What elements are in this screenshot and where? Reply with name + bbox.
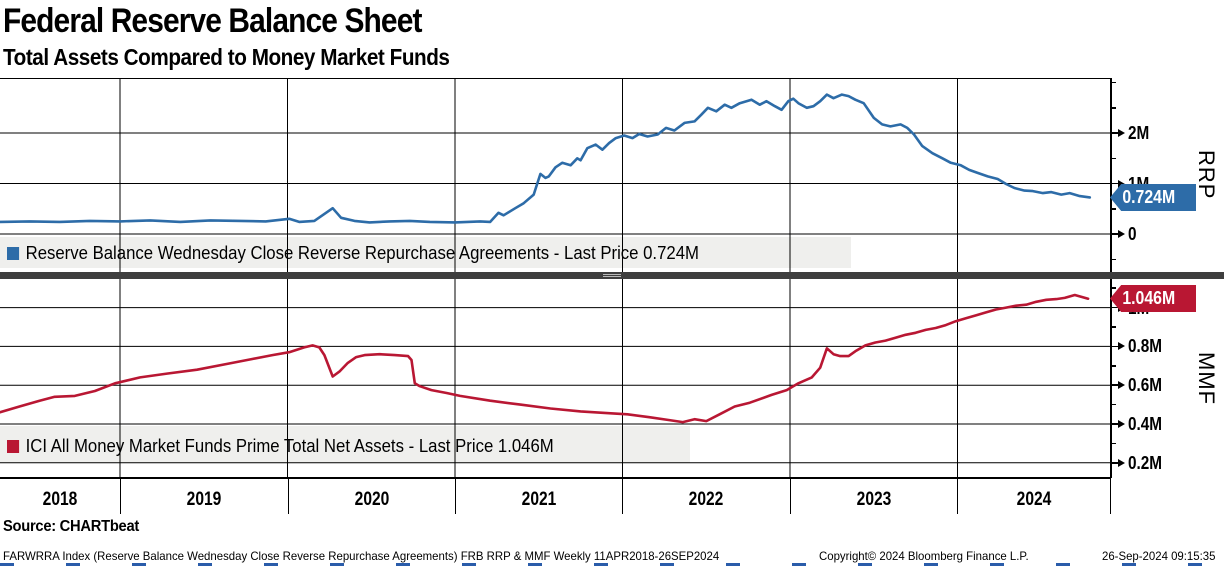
- rrp-legend-swatch: [7, 246, 20, 260]
- axis-tick-arrow-icon: [1118, 230, 1125, 238]
- rrp-last-price-value: 0.724M: [1122, 187, 1176, 207]
- mmf-last-price-value: 1.046M: [1122, 288, 1176, 308]
- axis-tick-minor: [1110, 81, 1116, 84]
- mmf-panel-plot: [0, 279, 1110, 478]
- axis-tick-arrow-icon: [1118, 381, 1125, 390]
- axis-tick-arrow-icon: [1118, 458, 1125, 467]
- meta-index-description: FARWRRA Index (Reserve Balance Wednesday…: [3, 549, 720, 563]
- plot-top-border: [0, 78, 1111, 79]
- axis-tick-label: 0.6M: [1128, 375, 1163, 396]
- mmf-legend-label: ICI All Money Market Funds Prime Total N…: [25, 435, 554, 456]
- axis-tick-major: [1110, 384, 1118, 386]
- x-axis-year-label: 2019: [186, 489, 222, 510]
- rrp-series-line: [0, 93, 1092, 224]
- axis-tick-minor: [1110, 107, 1116, 109]
- x-axis-year-label: 2018: [42, 489, 78, 510]
- axis-tick-major: [1110, 233, 1118, 235]
- x-axis-separator: [288, 478, 289, 514]
- x-axis-separator: [790, 478, 791, 514]
- rrp-legend: Reserve Balance Wednesday Close Reverse …: [7, 240, 699, 266]
- axis-tick-major: [1110, 423, 1118, 425]
- axis-tick-arrow-icon: [1118, 342, 1125, 351]
- axis-tick-major: [1110, 132, 1118, 134]
- axis-tick-arrow-icon: [1118, 179, 1125, 188]
- mmf-axis-title: MMF: [1194, 351, 1219, 406]
- page-subtitle: Total Assets Compared to Money Market Fu…: [3, 44, 450, 70]
- axis-tick-minor: [1110, 258, 1116, 260]
- axis-tick-label: 2M: [1128, 123, 1150, 143]
- axis-tick-minor: [1110, 365, 1116, 367]
- x-axis-separator: [455, 478, 456, 514]
- axis-tick-minor: [1110, 442, 1116, 445]
- x-axis-year-label: 2024: [1016, 489, 1051, 510]
- axis-tick-major: [1110, 462, 1118, 464]
- mmf-last-price-badge: 1.046M: [1110, 285, 1196, 312]
- axis-tick-arrow-icon: [1118, 129, 1125, 137]
- rrp-last-price-badge: 0.724M: [1110, 184, 1196, 211]
- rrp-panel-plot: [0, 79, 1110, 272]
- x-axis-separator: [957, 478, 958, 514]
- x-axis-separator: [622, 478, 623, 514]
- axis-tick-label: 0.4M: [1128, 414, 1163, 434]
- page-title: Federal Reserve Balance Sheet: [3, 2, 422, 40]
- axis-tick-label: 0.8M: [1128, 336, 1163, 357]
- rrp-legend-band: [0, 237, 851, 268]
- axis-tick-arrow-icon: [1118, 420, 1125, 428]
- x-axis-year-label: 2022: [688, 489, 724, 510]
- axis-tick-label: 0: [1128, 224, 1137, 244]
- rrp-axis-title: RRP: [1194, 150, 1219, 200]
- axis-tick-label: 0.2M: [1128, 452, 1163, 473]
- axis-tick-minor: [1110, 403, 1116, 406]
- axis-tick-minor: [1110, 326, 1116, 328]
- axis-tick-major: [1110, 345, 1118, 348]
- panel-splitter-grip-icon[interactable]: [603, 274, 621, 277]
- x-axis-year-label: 2020: [354, 489, 389, 510]
- axis-tick-minor: [1110, 157, 1116, 159]
- mmf-legend-band: [0, 426, 690, 463]
- x-axis-separator: [1110, 478, 1111, 514]
- mmf-legend: ICI All Money Market Funds Prime Total N…: [7, 433, 554, 459]
- chart-meta-line: FARWRRA Index (Reserve Balance Wednesday…: [3, 549, 1221, 563]
- axis-tick-major: [1110, 306, 1118, 309]
- axis-tick-minor: [1110, 287, 1116, 289]
- mmf-series-line: [0, 293, 1090, 424]
- bottom-window-edge: [0, 563, 1224, 566]
- axis-tick-major: [1110, 182, 1118, 185]
- x-axis-year-label: 2023: [856, 489, 891, 510]
- rrp-legend-label: Reserve Balance Wednesday Close Reverse …: [25, 242, 699, 263]
- meta-datetime: 26-Sep-2024 09:15:35: [1101, 549, 1216, 563]
- x-axis-separator: [120, 478, 121, 514]
- mmf-legend-swatch: [7, 439, 20, 453]
- meta-copyright: Copyright© 2024 Bloomberg Finance L.P.: [818, 549, 1029, 563]
- axis-tick-minor: [1110, 208, 1116, 210]
- x-axis-year-label: 2021: [521, 489, 556, 510]
- plot-bottom-axis-line: [0, 477, 1111, 479]
- source-label: Source: CHARTbeat: [3, 518, 139, 535]
